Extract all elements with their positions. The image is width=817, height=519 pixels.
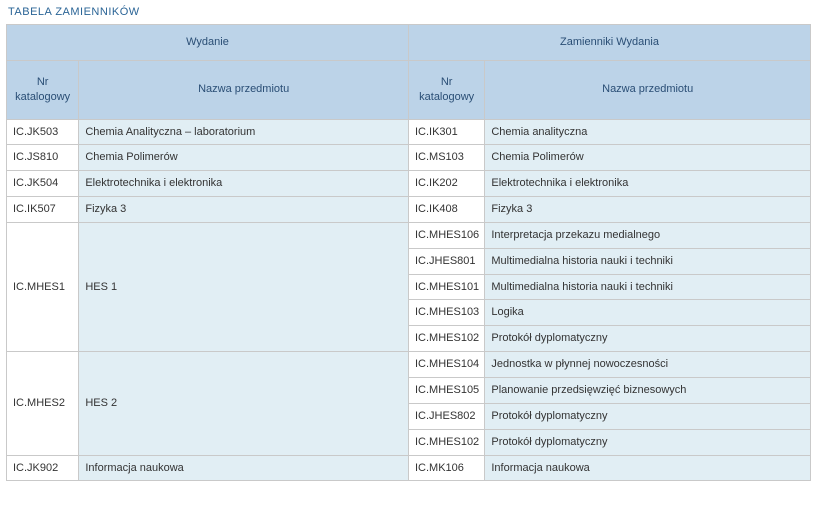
cell-right-catalog: IC.MHES103: [408, 300, 484, 326]
table-head: Wydanie Zamienniki Wydania Nr katalogowy…: [7, 25, 811, 120]
table-row: IC.JK503Chemia Analityczna – laboratoriu…: [7, 119, 811, 145]
header-cat-left: Nr katalogowy: [7, 60, 79, 119]
cell-right-name: Multimedialna historia nauki i techniki: [485, 274, 811, 300]
table-body: IC.JK503Chemia Analityczna – laboratoriu…: [7, 119, 811, 481]
cell-left-catalog: IC.MHES2: [7, 352, 79, 455]
cell-right-name: Protokół dyplomatyczny: [485, 403, 811, 429]
cell-left-catalog: IC.JK503: [7, 119, 79, 145]
cell-right-name: Protokół dyplomatyczny: [485, 429, 811, 455]
table-row: IC.JS810Chemia PolimerówIC.MS103Chemia P…: [7, 145, 811, 171]
cell-right-catalog: IC.MHES106: [408, 222, 484, 248]
cell-left-name: Informacja naukowa: [79, 455, 409, 481]
cell-right-catalog: IC.MHES102: [408, 429, 484, 455]
header-group-left: Wydanie: [7, 25, 409, 61]
cell-right-name: Planowanie przedsięwzięć biznesowych: [485, 377, 811, 403]
cell-right-name: Fizyka 3: [485, 197, 811, 223]
cell-left-catalog: IC.JK504: [7, 171, 79, 197]
header-group-right: Zamienniki Wydania: [408, 25, 810, 61]
table-row: IC.MHES2HES 2IC.MHES104Jednostka w płynn…: [7, 352, 811, 378]
cell-right-catalog: IC.IK408: [408, 197, 484, 223]
page-title: TABELA ZAMIENNIKÓW: [8, 6, 811, 18]
cell-right-catalog: IC.MHES101: [408, 274, 484, 300]
cell-right-catalog: IC.MS103: [408, 145, 484, 171]
cell-right-catalog: IC.IK301: [408, 119, 484, 145]
substitutes-table: Wydanie Zamienniki Wydania Nr katalogowy…: [6, 24, 811, 481]
header-cat-right: Nr katalogowy: [408, 60, 484, 119]
cell-left-catalog: IC.MHES1: [7, 222, 79, 351]
table-row: IC.IK507Fizyka 3IC.IK408Fizyka 3: [7, 197, 811, 223]
cell-left-catalog: IC.IK507: [7, 197, 79, 223]
cell-right-catalog: IC.JHES801: [408, 248, 484, 274]
cell-right-name: Protokół dyplomatyczny: [485, 326, 811, 352]
cell-right-name: Jednostka w płynnej nowoczesności: [485, 352, 811, 378]
table-row: IC.JK902Informacja naukowaIC.MK106Inform…: [7, 455, 811, 481]
cell-right-catalog: IC.MHES104: [408, 352, 484, 378]
table-row: IC.JK504Elektrotechnika i elektronikaIC.…: [7, 171, 811, 197]
cell-left-name: HES 2: [79, 352, 409, 455]
cell-right-name: Chemia analityczna: [485, 119, 811, 145]
cell-right-name: Logika: [485, 300, 811, 326]
cell-left-name: Chemia Analityczna – laboratorium: [79, 119, 409, 145]
cell-left-name: Elektrotechnika i elektronika: [79, 171, 409, 197]
cell-left-name: Fizyka 3: [79, 197, 409, 223]
cell-right-name: Elektrotechnika i elektronika: [485, 171, 811, 197]
cell-left-name: Chemia Polimerów: [79, 145, 409, 171]
cell-left-catalog: IC.JS810: [7, 145, 79, 171]
cell-right-catalog: IC.MK106: [408, 455, 484, 481]
header-name-left: Nazwa przedmiotu: [79, 60, 409, 119]
cell-right-catalog: IC.MHES102: [408, 326, 484, 352]
cell-right-name: Interpretacja przekazu medialnego: [485, 222, 811, 248]
cell-right-catalog: IC.JHES802: [408, 403, 484, 429]
table-row: IC.MHES1HES 1IC.MHES106Interpretacja prz…: [7, 222, 811, 248]
cell-right-name: Chemia Polimerów: [485, 145, 811, 171]
cell-left-catalog: IC.JK902: [7, 455, 79, 481]
cell-right-name: Informacja naukowa: [485, 455, 811, 481]
cell-left-name: HES 1: [79, 222, 409, 351]
cell-right-catalog: IC.MHES105: [408, 377, 484, 403]
header-name-right: Nazwa przedmiotu: [485, 60, 811, 119]
cell-right-catalog: IC.IK202: [408, 171, 484, 197]
cell-right-name: Multimedialna historia nauki i techniki: [485, 248, 811, 274]
